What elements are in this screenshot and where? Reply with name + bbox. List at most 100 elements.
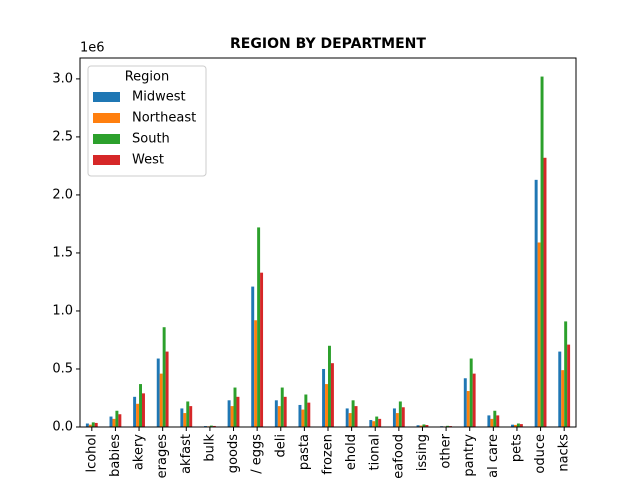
legend-label: West — [132, 153, 164, 168]
x-tick-label: lcohol — [84, 434, 99, 473]
bar — [511, 424, 514, 427]
bar — [136, 403, 140, 427]
x-tick-label: nacks — [557, 434, 572, 472]
bar — [94, 422, 98, 427]
bar — [369, 420, 373, 427]
bar — [345, 408, 349, 427]
bar — [227, 400, 231, 427]
x-tick-label: babies — [108, 434, 123, 477]
bar — [392, 408, 396, 427]
bar — [236, 396, 240, 427]
bar — [257, 227, 261, 427]
bar — [233, 387, 237, 427]
legend-swatch — [93, 134, 120, 144]
x-tick-label: tional — [368, 434, 383, 470]
x-tick-label: other — [439, 433, 454, 468]
bar — [280, 387, 284, 427]
bar — [487, 415, 491, 427]
x-tick-label: oduce — [533, 434, 548, 474]
bar — [463, 378, 467, 427]
x-tick-label: frozen — [321, 434, 336, 475]
bar — [372, 421, 376, 427]
bar — [401, 407, 405, 427]
bar — [514, 424, 517, 427]
bar — [469, 358, 473, 427]
bar — [260, 272, 264, 427]
bar — [133, 396, 137, 427]
bar — [519, 424, 523, 427]
bar — [277, 406, 281, 427]
bar — [328, 345, 331, 427]
legend-swatch — [93, 113, 120, 123]
x-tick-label: goods — [226, 434, 241, 473]
legend-title: Region — [125, 70, 170, 85]
bar — [540, 76, 544, 427]
bar — [322, 368, 326, 427]
bar — [395, 413, 399, 427]
chart-title: REGION BY DEPARTMENT — [230, 36, 426, 52]
bar — [251, 286, 255, 427]
bar — [165, 351, 169, 427]
y-tick-label: 0.5 — [52, 361, 73, 376]
bar — [534, 179, 538, 427]
bar — [180, 408, 184, 427]
y-tick-label: 3.0 — [52, 71, 73, 86]
x-tick-label: erages — [155, 434, 170, 479]
bar — [325, 384, 328, 427]
legend-label: Northeast — [132, 111, 196, 126]
bar — [212, 425, 216, 427]
x-tick-label: pasta — [297, 434, 312, 470]
bar — [162, 327, 166, 427]
x-tick-label: pets — [509, 434, 524, 462]
x-tick-label: / eggs — [250, 434, 265, 474]
bar — [118, 414, 122, 427]
bar — [466, 391, 470, 427]
bar — [304, 394, 308, 427]
bar — [348, 413, 352, 427]
bar — [85, 423, 89, 427]
bar — [283, 396, 287, 427]
x-tick-label: bulk — [202, 434, 217, 462]
bar — [375, 416, 379, 427]
x-tick-label: eafood — [391, 434, 406, 479]
bar — [419, 425, 423, 427]
legend-label: South — [132, 132, 170, 147]
bar — [558, 351, 562, 427]
legend-swatch — [93, 155, 120, 165]
bar — [446, 425, 450, 427]
bar — [490, 418, 494, 427]
bar — [416, 425, 420, 427]
x-tick-label: akfast — [179, 434, 194, 474]
bar — [186, 401, 190, 427]
bar — [91, 422, 95, 427]
bar — [183, 413, 187, 427]
y-tick-label: 1.5 — [52, 245, 73, 260]
bar — [567, 344, 571, 427]
bar — [422, 424, 426, 427]
bar — [493, 410, 497, 427]
bar — [209, 425, 213, 427]
bar — [537, 242, 541, 427]
bar — [543, 157, 547, 427]
x-tick-label: deli — [273, 434, 288, 457]
bar — [189, 406, 193, 427]
bar — [307, 402, 311, 427]
bar — [378, 418, 382, 427]
bar — [298, 404, 302, 427]
bar — [330, 363, 334, 427]
bar — [561, 370, 565, 427]
bar — [156, 358, 160, 427]
bar — [351, 400, 355, 427]
plot-frame — [79, 57, 577, 428]
y-offset-label: 1e6 — [80, 41, 105, 56]
legend-swatch — [93, 92, 120, 102]
bar — [301, 409, 305, 427]
bar — [254, 320, 258, 427]
y-tick-label: 1.0 — [52, 303, 73, 318]
x-tick-label: ehold — [344, 434, 359, 470]
bar — [564, 321, 568, 427]
bar — [472, 373, 476, 427]
y-tick-label: 2.0 — [52, 187, 73, 202]
bar — [274, 400, 278, 427]
